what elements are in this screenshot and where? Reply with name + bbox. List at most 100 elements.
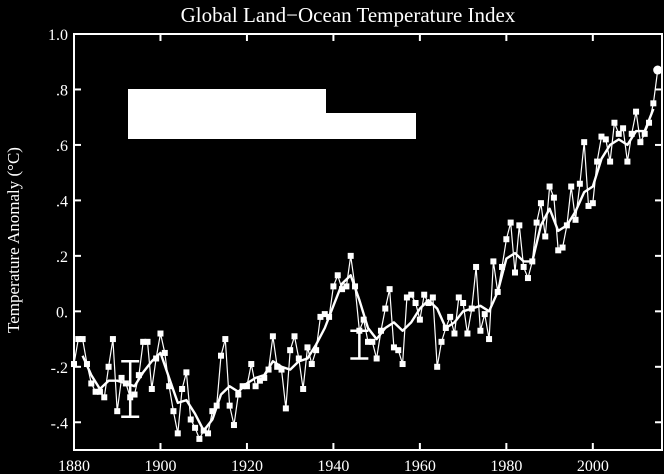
data-point xyxy=(464,330,471,337)
data-point xyxy=(79,336,86,343)
data-point xyxy=(507,219,514,226)
data-point xyxy=(559,244,566,251)
data-point xyxy=(109,336,116,343)
data-point xyxy=(75,336,82,343)
data-point xyxy=(92,388,99,395)
data-point xyxy=(425,300,432,307)
y-axis-label: Temperature Anomaly (°C) xyxy=(4,147,23,333)
data-point xyxy=(641,130,648,137)
data-point xyxy=(421,291,428,298)
data-point xyxy=(295,355,302,362)
data-point xyxy=(499,263,506,270)
data-point xyxy=(243,383,250,390)
x-tick-label: 1880 xyxy=(58,458,90,474)
data-point xyxy=(131,391,138,398)
data-point xyxy=(537,200,544,207)
data-point xyxy=(602,136,609,143)
y-tick-label: 1.0 xyxy=(48,27,68,44)
data-point xyxy=(148,385,155,392)
data-point xyxy=(615,130,622,137)
data-point xyxy=(451,330,458,337)
data-point xyxy=(481,311,488,318)
data-point xyxy=(438,338,445,345)
data-point xyxy=(170,408,177,415)
data-point xyxy=(594,158,601,165)
data-point xyxy=(287,347,294,354)
data-point xyxy=(317,313,324,320)
x-tick-label: 2000 xyxy=(577,458,609,474)
data-point xyxy=(256,377,263,384)
data-point xyxy=(460,300,467,307)
y-tick-label: -.4 xyxy=(51,415,68,432)
data-point xyxy=(598,133,605,140)
data-point xyxy=(512,269,518,276)
data-point xyxy=(403,294,410,301)
data-point xyxy=(282,405,289,412)
x-tick-label: 1980 xyxy=(490,458,522,474)
data-point xyxy=(377,327,384,334)
data-point xyxy=(373,355,380,362)
error-bar xyxy=(121,360,140,418)
data-point xyxy=(313,347,320,354)
data-point xyxy=(105,363,112,370)
data-point xyxy=(218,352,224,359)
data-point xyxy=(96,388,103,395)
chart-title: Global Land−Ocean Temperature Index xyxy=(181,3,516,27)
data-point xyxy=(235,391,242,398)
data-point xyxy=(157,330,164,337)
data-point xyxy=(252,383,259,390)
data-point xyxy=(550,194,557,201)
data-point xyxy=(334,272,341,279)
y-tick-label: -.2 xyxy=(51,360,68,377)
data-point xyxy=(343,283,350,290)
data-point xyxy=(278,366,285,373)
x-axis-ticks: 1880 1900 1920 1940 1960 1980 2000 xyxy=(58,34,609,474)
data-point xyxy=(226,402,233,409)
data-point xyxy=(542,233,549,240)
data-point xyxy=(179,385,186,392)
data-point xyxy=(166,383,173,390)
data-point xyxy=(308,361,315,368)
data-point xyxy=(365,338,371,345)
data-point xyxy=(395,347,402,354)
data-point xyxy=(347,252,354,259)
data-point xyxy=(261,374,268,381)
data-point xyxy=(140,338,147,345)
data-point xyxy=(196,435,203,442)
data-point xyxy=(434,363,441,370)
data-point xyxy=(447,313,454,320)
data-point xyxy=(339,286,346,293)
data-point xyxy=(503,236,510,243)
y-tick-label: .6 xyxy=(56,138,68,155)
data-point xyxy=(291,333,298,340)
data-point xyxy=(161,349,168,356)
x-tick-label: 1920 xyxy=(231,458,263,474)
data-point xyxy=(205,430,212,437)
data-point xyxy=(135,372,142,379)
data-point xyxy=(192,424,199,431)
x-tick-label: 1940 xyxy=(317,458,349,474)
legend-box-lower xyxy=(128,113,416,139)
data-point xyxy=(546,183,553,190)
y-tick-label: .8 xyxy=(56,82,68,99)
data-point xyxy=(88,380,95,387)
x-tick-label: 1900 xyxy=(144,458,176,474)
data-point xyxy=(399,361,406,368)
data-series xyxy=(71,65,663,442)
data-point xyxy=(209,408,216,415)
data-point xyxy=(524,275,531,282)
data-point xyxy=(416,316,423,323)
data-point xyxy=(429,294,436,301)
data-point xyxy=(455,294,462,301)
data-point xyxy=(637,139,644,146)
y-tick-label: .4 xyxy=(56,193,68,210)
data-point xyxy=(486,336,493,343)
data-point xyxy=(390,344,397,351)
data-point xyxy=(533,219,540,226)
y-tick-label: .2 xyxy=(56,249,68,266)
data-point xyxy=(581,139,588,146)
legend-box xyxy=(128,89,416,139)
latest-data-point xyxy=(653,65,663,75)
